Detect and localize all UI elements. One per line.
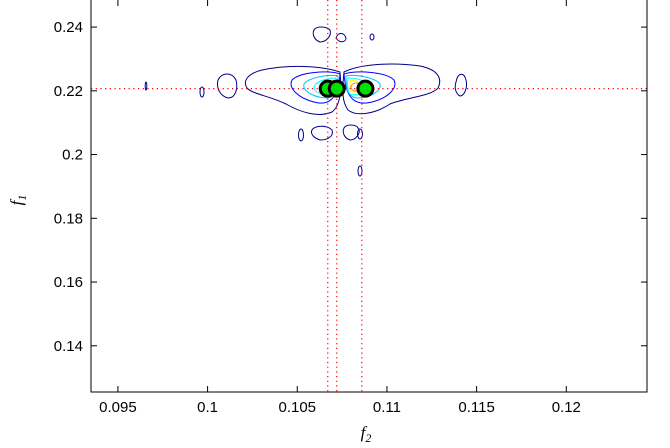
y-axis-ticks: 0.14 0.16 0.18 0.2 0.22 0.24 xyxy=(54,19,647,355)
contour-line xyxy=(335,33,347,43)
peak-markers xyxy=(318,79,375,98)
contour-line xyxy=(290,71,341,104)
y-tick-label: 0.2 xyxy=(62,147,83,164)
contour-line xyxy=(357,128,363,140)
x-axis-label: f2 xyxy=(361,423,372,445)
contour-line xyxy=(342,63,441,115)
y-tick-label: 0.16 xyxy=(54,274,83,291)
x-tick-label: 0.105 xyxy=(278,399,316,416)
x-tick-label: 0.11 xyxy=(373,399,401,416)
contour-line xyxy=(217,73,238,99)
contour-line xyxy=(199,86,205,98)
peak-marker xyxy=(356,79,375,98)
contour-line xyxy=(454,73,467,97)
contour-line xyxy=(343,71,396,104)
contour-lines xyxy=(144,26,467,177)
contour-line xyxy=(144,81,148,91)
x-tick-label: 0.095 xyxy=(99,399,137,416)
contour-line xyxy=(311,125,333,141)
contour-line xyxy=(357,165,363,177)
y-tick-label: 0.18 xyxy=(54,210,83,227)
y-tick-label: 0.22 xyxy=(54,83,83,100)
x-tick-label: 0.115 xyxy=(458,399,494,416)
x-axis-ticks: 0.095 0.1 0.105 0.11 0.115 0.12 xyxy=(99,0,581,416)
peak-marker xyxy=(327,79,346,98)
y-axis-label: f1 xyxy=(7,195,29,206)
x-tick-label: 0.12 xyxy=(552,399,581,416)
contour-line xyxy=(369,33,375,41)
x-tick-label: 0.1 xyxy=(197,399,218,416)
y-tick-label: 0.14 xyxy=(54,338,83,355)
reference-lines xyxy=(91,0,647,392)
contour-line xyxy=(298,128,304,142)
contour-line xyxy=(342,124,360,141)
axes-frame xyxy=(90,0,648,393)
contour-line xyxy=(244,65,342,115)
contour-line xyxy=(345,75,381,99)
y-tick-label: 0.24 xyxy=(54,19,83,36)
